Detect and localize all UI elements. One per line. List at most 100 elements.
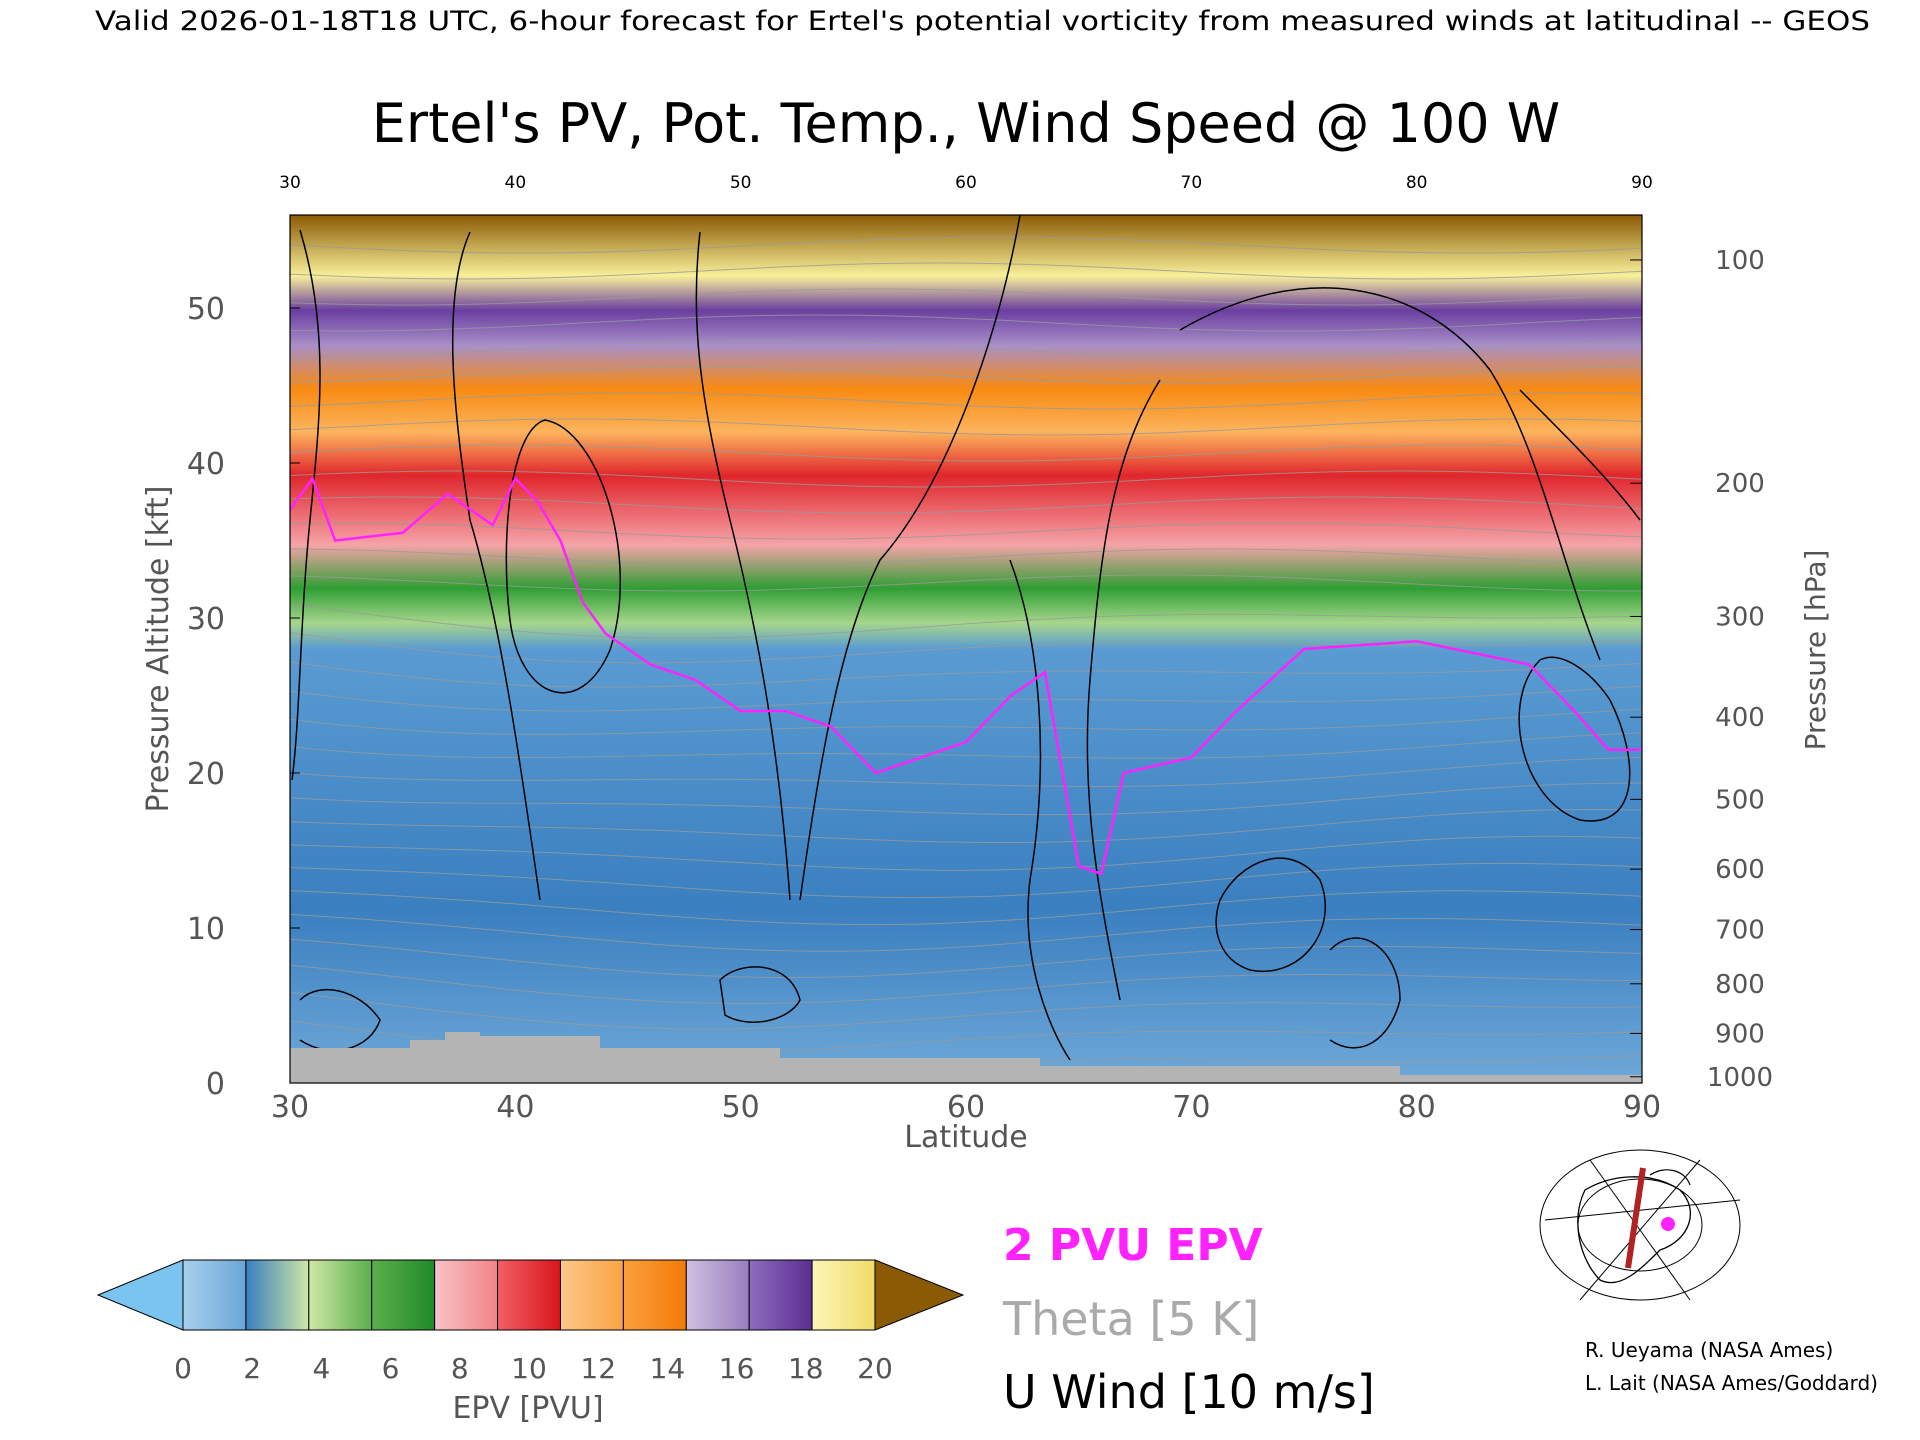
y-left-tick-label: 40 <box>187 447 225 482</box>
x-top-tick-labels: 30 40 50 60 70 80 90 <box>279 173 1653 193</box>
theta-contour <box>290 685 1642 712</box>
x-top-tick-label: 70 <box>1181 173 1203 193</box>
y-left-tick-label: 50 <box>187 292 225 327</box>
legend-theta: Theta [5 K] <box>1002 1292 1259 1346</box>
theta-contour <box>290 340 1642 358</box>
theta-contour <box>290 661 1642 688</box>
theta-contour <box>290 732 1642 759</box>
x-bottom-tick-label: 70 <box>1172 1090 1210 1125</box>
theta-contour <box>290 574 1642 592</box>
x-axis-label: Latitude <box>904 1120 1027 1155</box>
x-bottom-tick-labels: 30 40 50 60 70 80 90 <box>271 1090 1661 1125</box>
theta-contour <box>290 496 1642 514</box>
theta-contour <box>290 262 1642 280</box>
x-bottom-tick-label: 50 <box>722 1090 760 1125</box>
u-wind-contour <box>1518 656 1631 822</box>
colorbar-tick-label: 18 <box>788 1352 824 1385</box>
u-wind-contour <box>1519 389 1641 521</box>
colorbar-tick-label: 0 <box>174 1352 192 1385</box>
theta-contour <box>290 938 1642 979</box>
y-left-tick-label: 30 <box>187 602 225 637</box>
legend-u-wind: U Wind [10 m/s] <box>1003 1365 1375 1419</box>
x-bottom-tick-label: 30 <box>271 1090 309 1125</box>
x-bottom-tick-label: 90 <box>1623 1090 1661 1125</box>
theta-contour <box>290 632 1642 664</box>
pressure-tick-label: 800 <box>1715 970 1765 1000</box>
theta-contour <box>290 991 1642 1030</box>
theta-contour <box>290 890 1642 926</box>
u-wind-contour <box>1179 287 1601 661</box>
x-top-tick-label: 30 <box>279 173 301 193</box>
u-wind-contour <box>291 229 321 781</box>
credit-ueyama: R. Ueyama (NASA Ames) <box>1585 1338 1833 1362</box>
x-bottom-tick-label: 40 <box>496 1090 534 1125</box>
epv-colorbar <box>96 1259 965 1331</box>
terrain <box>290 1032 1642 1083</box>
u-wind-contour <box>799 215 1021 901</box>
u-wind-contour <box>1329 937 1401 1049</box>
x-top-tick-label: 40 <box>505 173 527 193</box>
pressure-tick-label: 100 <box>1715 246 1765 276</box>
colorbar-under-arrow <box>96 1259 184 1331</box>
y-left-tick-label: 20 <box>187 757 225 792</box>
tropopause-2pvu-line <box>290 475 1642 876</box>
plot-frame <box>289 214 1643 1084</box>
u-wind-contour <box>1009 559 1071 1061</box>
pressure-tick-label: 1000 <box>1707 1063 1773 1093</box>
epv-colorbar-tick-labels: 0 2 4 6 8 10 12 14 16 18 20 <box>174 1352 893 1385</box>
colorbar-bin <box>622 1259 687 1331</box>
theta-contour <box>290 392 1642 410</box>
pressure-axis-label: Pressure [hPa] <box>1799 550 1832 751</box>
x-top-tick-label: 80 <box>1406 173 1428 193</box>
theta-contour <box>290 444 1642 462</box>
u-wind-contour <box>719 966 801 1023</box>
pressure-tick-label: 600 <box>1715 855 1765 885</box>
epv-field <box>290 215 1642 1083</box>
colorbar-tick-label: 4 <box>312 1352 330 1385</box>
theta-contour <box>290 236 1642 254</box>
x-top-tick-label: 50 <box>730 173 752 193</box>
x-top-tick-label: 90 <box>1631 173 1653 193</box>
colorbar-tick-label: 6 <box>382 1352 400 1385</box>
valid-line: Valid 2026-01-18T18 UTC, 6-hour forecast… <box>95 6 1870 37</box>
colorbar-bin <box>748 1259 813 1331</box>
colorbar-bin <box>182 1259 247 1331</box>
theta-contour <box>290 835 1642 871</box>
pressure-tick-labels: 100 200 300 400 500 600 700 800 900 1000 <box>1630 246 1773 1093</box>
theta-contour <box>290 603 1642 639</box>
colorbar-tick-label: 14 <box>650 1352 686 1385</box>
colorbar-bin <box>497 1259 561 1331</box>
colorbar-tick-label: 10 <box>511 1352 547 1385</box>
pressure-tick-label: 700 <box>1715 916 1765 946</box>
pressure-tick-label: 300 <box>1715 602 1765 632</box>
colorbar-bin <box>308 1259 373 1331</box>
colorbar-tick-label: 20 <box>857 1352 893 1385</box>
chart-title: Ertel's PV, Pot. Temp., Wind Speed @ 100… <box>372 92 1560 155</box>
x-top-tick-label: 60 <box>955 173 977 193</box>
theta-contour <box>290 548 1642 566</box>
theta-contour <box>290 366 1642 384</box>
colorbar-over-arrow <box>874 1259 965 1331</box>
theta-contours <box>290 236 1642 1083</box>
theta-contour <box>290 964 1642 1004</box>
colorbar-bin <box>434 1259 499 1331</box>
theta-contour <box>290 314 1642 332</box>
theta-contour <box>290 418 1642 436</box>
theta-contour <box>290 782 1642 816</box>
theta-contour <box>290 913 1642 952</box>
u-wind-contour <box>505 419 622 694</box>
colorbar-tick-label: 8 <box>451 1352 469 1385</box>
theta-contour <box>290 522 1642 540</box>
pressure-tick-label: 500 <box>1715 785 1765 815</box>
colorbar-bin <box>559 1259 624 1331</box>
colorbar-tick-label: 2 <box>243 1352 261 1385</box>
theta-contour <box>290 288 1642 306</box>
legend-2pvu-epv: 2 PVU EPV <box>1003 1220 1263 1271</box>
y-left-tick-label: 0 <box>206 1067 225 1102</box>
pressure-tick-label: 200 <box>1715 469 1765 499</box>
y-axis-label: Pressure Altitude [kft] <box>141 486 176 813</box>
y-left-tick-label: 10 <box>187 912 225 947</box>
theta-contour <box>290 862 1642 899</box>
colorbar-bin <box>245 1259 310 1331</box>
